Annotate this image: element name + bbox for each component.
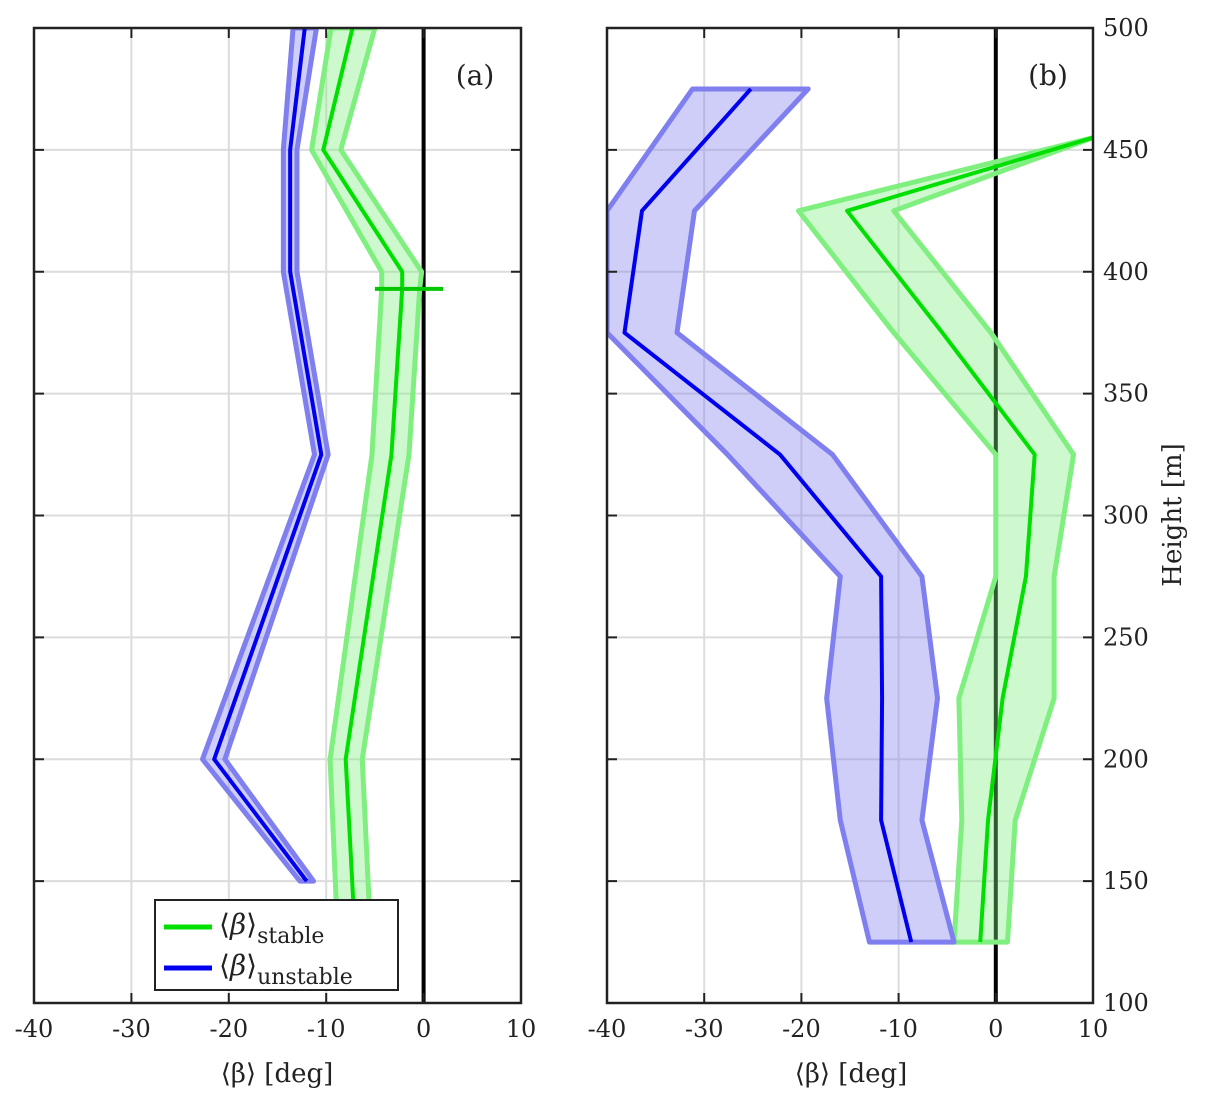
x-tick-label: -40 [588,1015,627,1043]
panel-b-lines [622,87,1093,943]
legend-label-unstable: ⟨β⟩unstable [219,949,353,990]
panel-b-grid [607,28,1093,1003]
legend-sub-stable: stable [257,924,324,949]
band-stable [795,135,1093,945]
x-tick-label: -20 [209,1015,248,1043]
x-tick-label: -20 [782,1015,821,1043]
x-tick-label: -30 [685,1015,724,1043]
x-tick-label: 10 [506,1015,537,1043]
line-⟨β⟩unstable [212,28,324,883]
panel-b-ylabel: Height [m] [1158,443,1188,586]
legend-sub-unstable: unstable [257,965,353,990]
y-tick-label: 100 [1103,989,1149,1017]
y-tick-label: 400 [1103,258,1149,286]
legend-box [154,899,399,991]
panel-a: -40 -30 -20 -10 0 10 (a) ⟨β⟩ [deg] ⟨β⟩stable … [15,26,537,1089]
band-⟨β⟩unstable [200,28,331,884]
x-tick-label: 0 [416,1015,431,1043]
panel-b-bands [607,86,1093,945]
band-unstable [607,86,957,945]
panel-a-legend: ⟨β⟩stable ⟨β⟩unstable [154,899,399,991]
y-tick-label: 300 [1103,502,1149,530]
y-tick-label: 350 [1103,380,1149,408]
band-⟨β⟩stable [309,28,425,945]
y-tick-label: 150 [1103,867,1149,895]
x-tick-label: -10 [307,1015,346,1043]
y-tick-label: 500 [1103,14,1149,42]
panel-a-axes: -40 -30 -20 -10 0 10 [15,26,537,1043]
line-unstable [622,87,914,943]
x-tick-label: -30 [112,1015,151,1043]
legend-label-stable: ⟨β⟩stable [219,908,324,949]
panel-b-xlabel: ⟨β⟩ [deg] [795,1059,908,1089]
line-stable [845,135,1093,943]
y-tick-label: 450 [1103,136,1149,164]
panel-b-label: (b) [1028,59,1068,92]
x-tick-label: 0 [988,1015,1003,1043]
y-tick-label: 200 [1103,745,1149,773]
panel-a-xlabel: ⟨β⟩ [deg] [221,1059,334,1089]
x-tick-label: 10 [1078,1015,1109,1043]
panel-a-grid [34,28,521,1003]
x-tick-label: -10 [879,1015,918,1043]
panel-a-label: (a) [456,59,495,92]
x-tick-label: -40 [15,1015,54,1043]
y-tick-label: 250 [1103,623,1149,651]
